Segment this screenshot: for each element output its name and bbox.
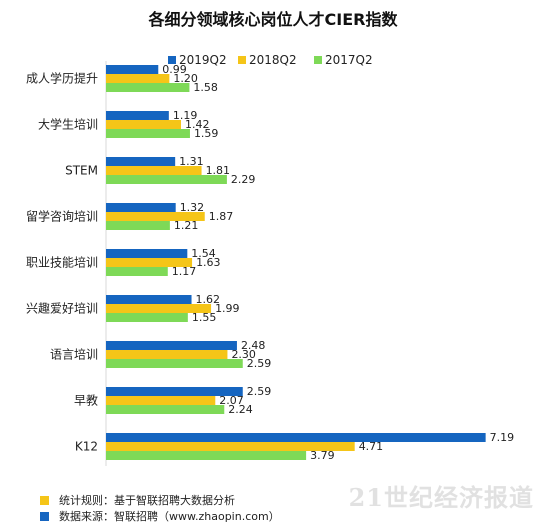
value-label: 1.87 (209, 210, 234, 223)
value-label: 0.99 (162, 63, 187, 76)
footnote-source: 数据来源：智联招聘（www.zhaopin.com） (40, 508, 280, 524)
bar-2017Q2 (106, 175, 227, 184)
value-label: 2.48 (241, 339, 266, 352)
value-label: 1.99 (215, 302, 240, 315)
bar-2017Q2 (106, 221, 170, 230)
plot-area: 成人学历提升 0.991.201.58 大学生培训 1.191.421.59 STEM 1… (26, 61, 514, 466)
value-label: 1.31 (179, 155, 204, 168)
legend-label-2019Q2: 2019Q2 (179, 53, 227, 67)
bar-2019Q2 (106, 433, 486, 442)
value-label: 1.17 (172, 265, 197, 278)
bar-2018Q2 (106, 212, 205, 221)
value-label: 1.59 (194, 127, 219, 140)
value-label: 2.30 (231, 348, 256, 361)
chart-title: 各细分领域核心岗位人才CIER指数 (148, 10, 399, 29)
bar-2019Q2 (106, 203, 176, 212)
category-label: K12 (75, 440, 98, 454)
footnote-source-swatch (40, 511, 49, 521)
bar-2019Q2 (106, 295, 192, 304)
value-label: 7.19 (490, 431, 514, 444)
bar-2017Q2 (106, 313, 188, 322)
value-label: 2.07 (219, 394, 244, 407)
bar-2018Q2 (106, 304, 212, 313)
value-label: 1.19 (173, 109, 198, 122)
value-label: 1.58 (193, 81, 218, 94)
value-label: 4.71 (359, 440, 384, 453)
bar-group: 成人学历提升 0.991.201.58 (26, 63, 218, 94)
footnote-rule: 统计规则：基于智联招聘大数据分析 (40, 492, 235, 508)
bar-group: 留学咨询培训 1.32 1.87 1.21 (26, 201, 233, 232)
bar-2018Q2 (106, 442, 355, 451)
category-label: 兴趣爱好培训 (26, 301, 98, 316)
bar-group: 早教 2.592.072.24 (74, 385, 271, 416)
footnote-source-text: 数据来源：智联招聘（www.zhaopin.com） (59, 510, 280, 523)
bar-group: 大学生培训 1.191.421.59 (38, 109, 218, 140)
value-label: 1.55 (192, 311, 217, 324)
category-label: 语言培训 (50, 347, 98, 362)
value-label: 2.59 (247, 357, 272, 370)
bar-2018Q2 (106, 74, 170, 83)
value-label: 1.42 (185, 118, 210, 131)
bar-2017Q2 (106, 405, 225, 414)
legend-swatch-2018Q2 (238, 56, 246, 64)
legend-label-2017Q2: 2017Q2 (325, 53, 373, 67)
value-label: 2.24 (228, 403, 253, 416)
bar-2017Q2 (106, 451, 307, 460)
bar-group: K12 7.19 4.71 3.79 (75, 431, 514, 462)
value-label: 2.59 (247, 385, 272, 398)
legend-swatch-2019Q2 (168, 56, 176, 64)
bar-2017Q2 (106, 129, 190, 138)
bar-group: 职业技能培训 1.541.631.17 (26, 247, 221, 278)
bar-2019Q2 (106, 249, 188, 258)
value-label: 1.21 (174, 219, 199, 232)
category-label: 成人学历提升 (26, 71, 98, 86)
bar-2019Q2 (106, 157, 176, 166)
bar-2017Q2 (106, 267, 168, 276)
value-label: 1.32 (180, 201, 205, 214)
bar-2018Q2 (106, 120, 181, 129)
bar-2019Q2 (106, 387, 243, 396)
category-label: 留学咨询培训 (26, 209, 98, 224)
bar-2018Q2 (106, 350, 228, 359)
value-label: 1.62 (196, 293, 221, 306)
category-label: 早教 (74, 393, 98, 408)
bar-2018Q2 (106, 258, 193, 267)
bar-2017Q2 (106, 359, 243, 368)
value-label: 3.79 (310, 449, 335, 462)
value-label: 1.81 (206, 164, 231, 177)
legend-label-2018Q2: 2018Q2 (249, 53, 297, 67)
bar-group: 语言培训 2.482.302.59 (50, 339, 271, 370)
bar-2018Q2 (106, 396, 216, 405)
footnote-rule-text: 统计规则：基于智联招聘大数据分析 (59, 494, 235, 507)
bar-2019Q2 (106, 111, 169, 120)
legend-swatch-2017Q2 (314, 56, 322, 64)
value-label: 1.54 (191, 247, 216, 260)
bar-group: STEM 1.311.812.29 (65, 155, 255, 186)
bar-2017Q2 (106, 83, 190, 92)
legend: 2019Q2 2018Q2 2017Q2 (168, 53, 373, 67)
bar-group: 兴趣爱好培训 1.621.991.55 (26, 293, 240, 324)
category-label: STEM (65, 164, 98, 178)
footnote-rule-swatch (40, 495, 49, 505)
value-label: 2.29 (231, 173, 256, 186)
bar-2019Q2 (106, 341, 237, 350)
bar-2018Q2 (106, 166, 202, 175)
bar-2019Q2 (106, 65, 159, 74)
category-label: 职业技能培训 (26, 255, 98, 270)
category-label: 大学生培训 (38, 117, 98, 132)
value-label: 1.63 (196, 256, 221, 269)
value-label: 1.20 (173, 72, 198, 85)
